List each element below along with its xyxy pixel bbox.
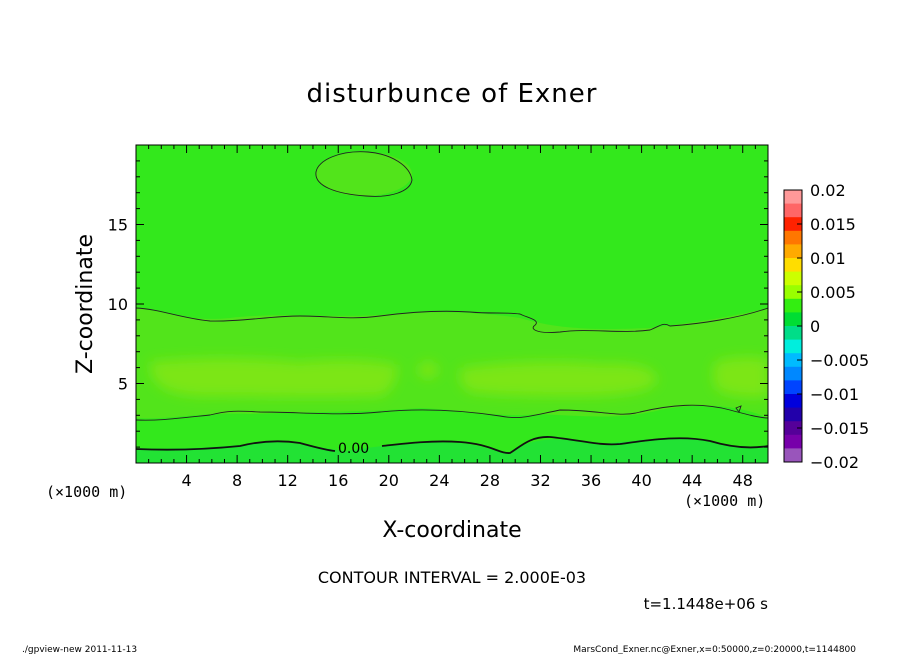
colorbar-swatch [784, 244, 802, 259]
plot-area: 0.00 [136, 145, 768, 463]
y-tick-label: 15 [108, 216, 128, 235]
colorbar-swatch [784, 407, 802, 422]
colorbar-swatch [784, 448, 802, 463]
colorbar-swatch [784, 298, 802, 313]
colorbar-label: 0.01 [810, 249, 846, 268]
colorbar: 0.02 0.015 0.01 0.005 0 −0.005 −0.01 −0.015 −0.0… [783, 181, 869, 472]
contour-label-zero: 0.00 [338, 441, 369, 457]
colorbar-swatch [784, 258, 802, 273]
y-axis: 5 10 15 [108, 160, 768, 448]
x-tick-label: 48 [733, 471, 753, 490]
x-tick-label: 8 [232, 471, 242, 490]
colorbar-swatch [784, 394, 802, 409]
contour-upper [136, 307, 768, 333]
contour-zero [136, 436, 768, 454]
x-tick-label: 40 [631, 471, 651, 490]
y-axis-label: Z-coordinate [73, 234, 98, 374]
colorbar-swatch [784, 380, 802, 395]
contour-top-ellipse [315, 151, 413, 197]
colorbar-swatch [784, 190, 802, 205]
bright-core [150, 357, 768, 397]
footer-right: MarsCond_Exner.nc@Exner,x=0:50000,z=0:20… [573, 645, 856, 654]
chart-title: disturbunce of Exner [307, 79, 598, 109]
colorbar-swatch [784, 285, 802, 300]
colorbar-label: 0.015 [810, 215, 856, 234]
footer-left: ./gpview-new 2011-11-13 [22, 645, 137, 654]
colorbar-swatch [784, 217, 802, 232]
colorbar-swatch [784, 421, 802, 436]
x-unit-right: (×1000 m) [684, 492, 765, 510]
colorbar-label: 0.005 [810, 283, 856, 302]
x-axis: 4 8 12 16 20 24 28 32 36 40 44 48 [148, 145, 756, 490]
x-tick-label: 28 [480, 471, 500, 490]
y-tick-label: 5 [118, 375, 128, 394]
colorbar-label: 0.02 [810, 181, 846, 200]
time-label: t=1.1448e+06 s [644, 595, 769, 613]
contour-small-loop [735, 405, 742, 413]
upper-anomaly [316, 152, 412, 196]
x-tick-label: 24 [429, 471, 449, 490]
x-tick-label: 4 [181, 471, 191, 490]
field-background [136, 145, 768, 463]
colorbar-swatch [784, 203, 802, 218]
x-tick-label: 44 [682, 471, 702, 490]
colorbar-swatch [784, 271, 802, 286]
x-tick-label: 32 [530, 471, 550, 490]
y-tick-label: 10 [108, 295, 128, 314]
colorbar-swatch [784, 353, 802, 368]
colorbar-label: 0 [810, 317, 820, 336]
x-tick-label: 16 [328, 471, 348, 490]
colorbar-label: −0.015 [810, 419, 869, 438]
x-axis-label: X-coordinate [382, 518, 521, 543]
colorbar-swatch [784, 230, 802, 245]
colorbar-swatch [784, 326, 802, 341]
x-unit-left: (×1000 m) [46, 483, 127, 501]
contour-lower [136, 404, 768, 421]
colorbar-swatch [784, 312, 802, 327]
x-tick-label: 12 [278, 471, 298, 490]
colorbar-swatch [784, 339, 802, 354]
colorbar-swatch [784, 434, 802, 449]
colorbar-swatch [784, 366, 802, 381]
colorbar-label: −0.01 [810, 385, 859, 404]
x-tick-label: 20 [379, 471, 399, 490]
colorbar-label: −0.005 [810, 351, 869, 370]
colorbar-label: −0.02 [810, 453, 859, 472]
x-tick-label: 36 [581, 471, 601, 490]
contour-interval: CONTOUR INTERVAL = 2.000E-03 [318, 568, 586, 587]
